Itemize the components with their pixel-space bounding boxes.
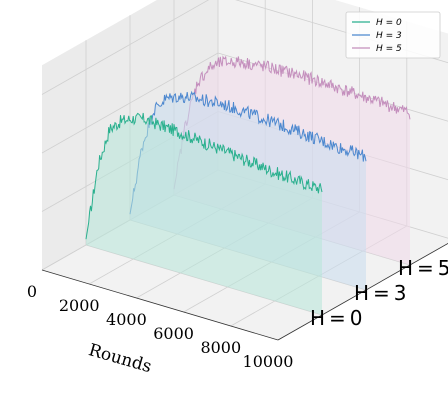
x-axis-line [41,269,279,341]
x-tick-label: 4000 [106,310,147,329]
x-tick-label: 2000 [59,296,100,315]
x-tick-label: 10000 [243,352,294,371]
series-line-H-5 [173,55,411,190]
legend-label: H = 3 [376,31,402,41]
y-axis-line [277,242,448,341]
series-line-H-0 [85,112,323,240]
legend: H = 0 H = 3 H = 5 [345,11,441,59]
legend-label: H = 0 [376,18,402,28]
y-tick-label: H = 0 [310,306,363,330]
series-layer [85,55,411,315]
series-line-H-3 [129,90,367,215]
legend-label: H = 5 [376,44,402,54]
y-tick-label: H = 5 [398,256,448,280]
x-tick-label: 6000 [153,324,194,343]
y-tick-label: H = 3 [354,281,407,305]
legend-box [345,11,441,59]
x-axis-title: Rounds [86,340,154,377]
x-tick-label: 0 [27,282,37,301]
x-tick-label: 8000 [200,338,241,357]
